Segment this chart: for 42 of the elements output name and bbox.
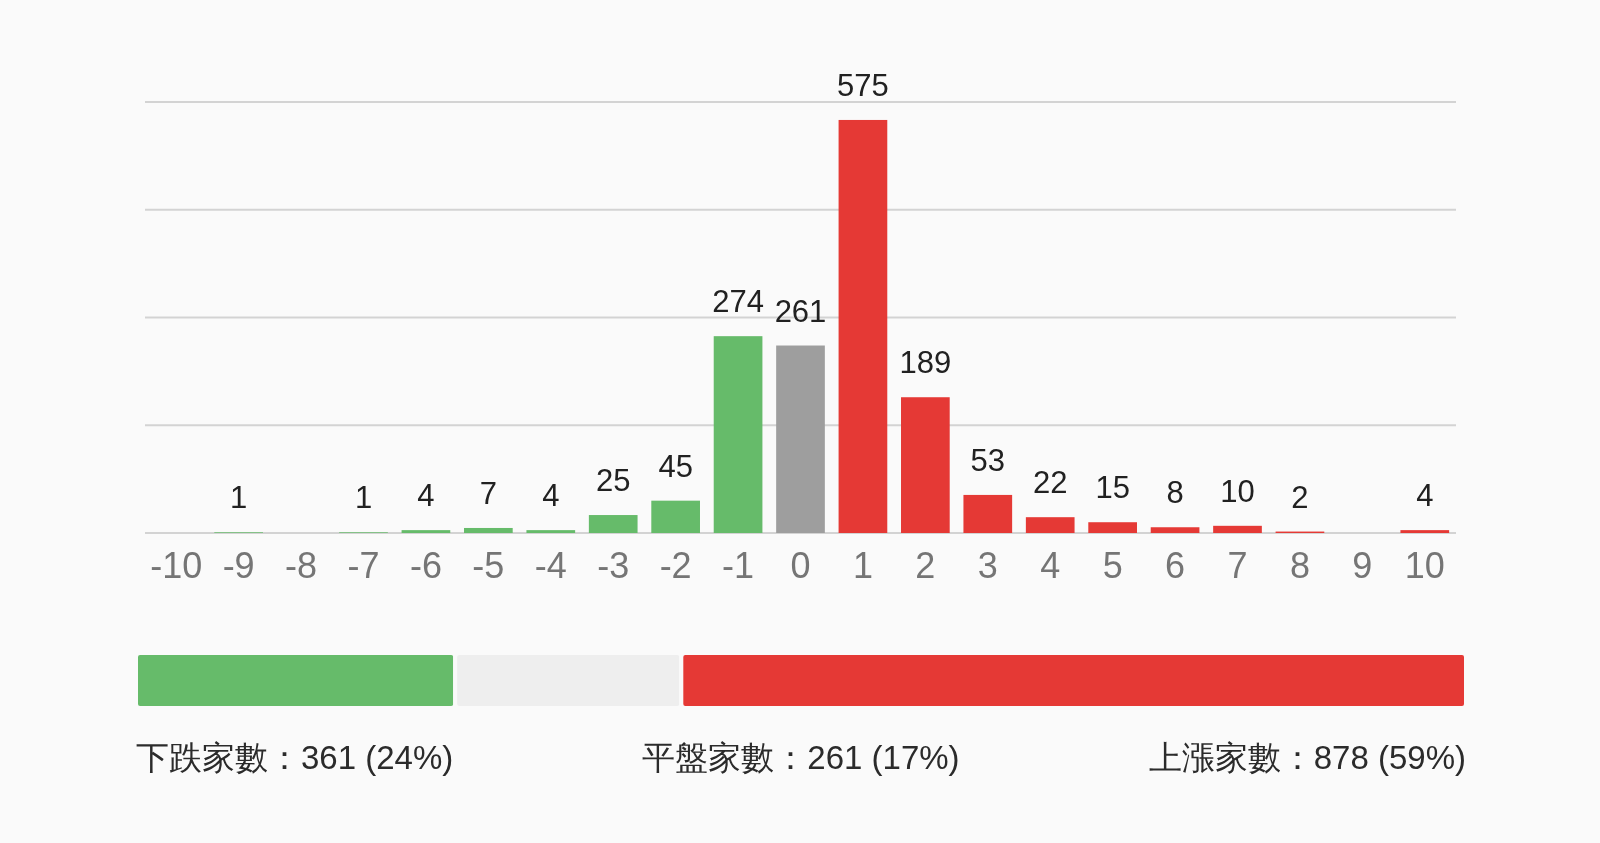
- value-label: 1: [230, 480, 248, 516]
- annotation: 下跌家數：361 (24%): [136, 739, 454, 776]
- annotation: 平盤家數：261 (17%): [642, 739, 960, 776]
- x-tick-label: -3: [597, 545, 630, 586]
- value-label: 189: [899, 345, 952, 381]
- value-label: 22: [1032, 465, 1068, 501]
- value-label: 4: [542, 478, 560, 514]
- x-tick-label: 4: [1040, 545, 1061, 586]
- x-tick-label: 5: [1102, 545, 1123, 586]
- x-tick-label: 6: [1165, 545, 1186, 586]
- value-label: 15: [1095, 470, 1130, 506]
- x-tick-label: 3: [977, 545, 998, 586]
- value-label: 2: [1291, 479, 1309, 515]
- x-tick-label: 9: [1352, 545, 1373, 586]
- value-label: 274: [712, 284, 764, 320]
- value-label: 1: [354, 480, 373, 516]
- value-label: 575: [837, 67, 889, 103]
- value-label: 8: [1166, 475, 1184, 511]
- value-label: 10: [1220, 473, 1255, 509]
- x-tick-label: 7: [1227, 545, 1248, 586]
- value-label: 7: [479, 475, 497, 511]
- x-tick-label: 10: [1404, 545, 1445, 586]
- value-label: 45: [658, 448, 693, 484]
- x-tick-label: -5: [472, 545, 505, 586]
- value-label: 4: [1416, 478, 1434, 514]
- x-tick-label: 2: [915, 545, 936, 586]
- x-tick-label: 0: [790, 545, 811, 586]
- annotation: 上漲家數：878 (59%): [1148, 739, 1466, 776]
- x-tick-label: 8: [1289, 545, 1310, 586]
- value-label: 25: [595, 463, 631, 499]
- x-tick-label: -9: [222, 545, 255, 586]
- x-tick-label: -4: [534, 545, 567, 586]
- value-label: 261: [774, 293, 827, 329]
- x-tick-label: -7: [347, 545, 380, 586]
- x-tick-label: 1: [852, 545, 873, 586]
- x-tick-label: -10: [150, 545, 203, 586]
- value-label: 53: [970, 442, 1006, 478]
- x-tick-label: -8: [285, 545, 318, 586]
- x-tick-label: -6: [409, 545, 442, 586]
- x-tick-label: -2: [659, 545, 692, 586]
- value-label: 4: [417, 478, 435, 514]
- x-tick-label: -1: [722, 545, 755, 586]
